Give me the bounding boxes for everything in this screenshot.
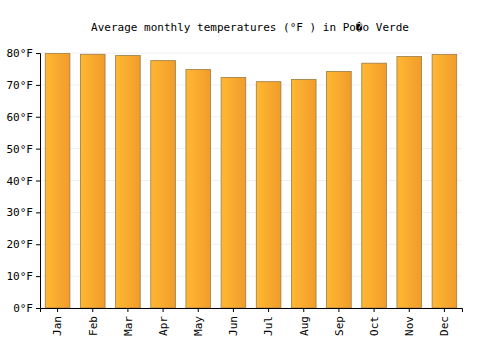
bar <box>45 53 70 308</box>
x-tick-label: Oct <box>368 316 381 336</box>
x-tick-mark <box>233 308 234 312</box>
y-tick-label: 40°F <box>7 175 34 188</box>
x-tick: Mar <box>122 308 135 336</box>
x-tick: Sep <box>333 308 346 336</box>
x-tick-label: Mar <box>122 316 135 336</box>
y-tick-label: 30°F <box>7 206 34 219</box>
y-tick-label: 60°F <box>7 111 34 124</box>
x-tick-label: Nov <box>403 316 416 336</box>
x-axis-line <box>41 309 463 313</box>
y-tick-mark <box>36 85 40 86</box>
x-tick-label: Dec <box>438 316 451 336</box>
y-tick-mark <box>36 244 40 245</box>
bar <box>256 82 281 308</box>
x-tick: Dec <box>438 308 451 336</box>
y-tick: 30°F <box>7 206 41 219</box>
y-axis: 0°F 10°F 20°F 30°F 40°F 50°F 60°F 70°F 80°F <box>7 47 41 315</box>
grid <box>40 53 462 308</box>
x-tick: Nov <box>403 308 416 336</box>
y-tick-label: 50°F <box>7 143 34 156</box>
bar <box>397 57 422 308</box>
y-tick-mark <box>36 276 40 277</box>
chart-container: Average monthly temperatures (°F ) in Po… <box>0 0 500 350</box>
x-tick-label: May <box>192 316 205 336</box>
y-tick-mark <box>36 149 40 150</box>
y-tick-label: 0°F <box>13 302 33 315</box>
bar <box>362 63 387 308</box>
y-tick-label: 20°F <box>7 238 34 251</box>
x-tick-mark <box>444 308 445 312</box>
bars <box>45 53 456 308</box>
x-tick-mark <box>57 308 58 312</box>
x-tick: Aug <box>298 308 311 336</box>
bar <box>221 78 246 308</box>
y-tick-mark <box>36 53 40 54</box>
x-tick-mark <box>374 308 375 312</box>
bar <box>291 79 316 308</box>
y-tick: 50°F <box>7 143 41 156</box>
y-axis-line <box>36 54 41 309</box>
x-tick-label: Aug <box>298 316 311 336</box>
plot-area: 0°F 10°F 20°F 30°F 40°F 50°F 60°F 70°F 80°F Jan Fe… <box>7 47 463 336</box>
bar <box>116 56 141 308</box>
grid-line <box>40 53 462 54</box>
bar <box>186 70 211 308</box>
y-tick-label: 10°F <box>7 270 34 283</box>
x-tick-label: Sep <box>333 316 346 336</box>
bar <box>432 55 457 308</box>
y-tick-label: 70°F <box>7 79 34 92</box>
x-tick-mark <box>127 308 128 312</box>
y-tick-mark <box>36 181 40 182</box>
x-tick: Apr <box>157 308 170 336</box>
x-tick: Feb <box>87 308 100 336</box>
bar <box>80 54 105 308</box>
x-tick: Jan <box>51 308 64 336</box>
bar <box>151 61 176 308</box>
y-tick: 60°F <box>7 111 41 124</box>
x-tick-mark <box>198 308 199 312</box>
chart-svg: Average monthly temperatures (°F ) in Po… <box>0 0 500 350</box>
y-tick: 0°F <box>13 302 40 315</box>
bar <box>327 71 352 308</box>
x-tick-mark <box>338 308 339 312</box>
x-tick: Oct <box>368 308 381 336</box>
x-tick: Jun <box>227 308 240 336</box>
chart-title: Average monthly temperatures (°F ) in Po… <box>91 21 409 34</box>
x-tick-mark <box>303 308 304 312</box>
x-tick: May <box>192 308 205 336</box>
x-tick-label: Apr <box>157 316 170 336</box>
y-tick-mark <box>36 212 40 213</box>
y-tick: 10°F <box>7 270 41 283</box>
x-axis: Jan Feb Mar Apr May Jun Jul Aug Sep Oct Nov Dec <box>41 308 463 336</box>
y-tick-mark <box>36 117 40 118</box>
x-tick-mark <box>268 308 269 312</box>
x-tick-label: Jun <box>227 316 240 336</box>
y-tick-mark <box>36 308 40 309</box>
x-tick-label: Jul <box>262 316 275 336</box>
x-tick-mark <box>409 308 410 312</box>
x-tick-label: Feb <box>87 316 100 336</box>
y-tick-label: 80°F <box>7 47 34 60</box>
x-tick: Jul <box>262 308 275 336</box>
x-tick-mark <box>163 308 164 312</box>
y-tick: 40°F <box>7 175 41 188</box>
x-tick-mark <box>92 308 93 312</box>
y-tick: 80°F <box>7 47 41 60</box>
y-tick: 70°F <box>7 79 41 92</box>
x-tick-label: Jan <box>51 316 64 336</box>
y-tick: 20°F <box>7 238 41 251</box>
